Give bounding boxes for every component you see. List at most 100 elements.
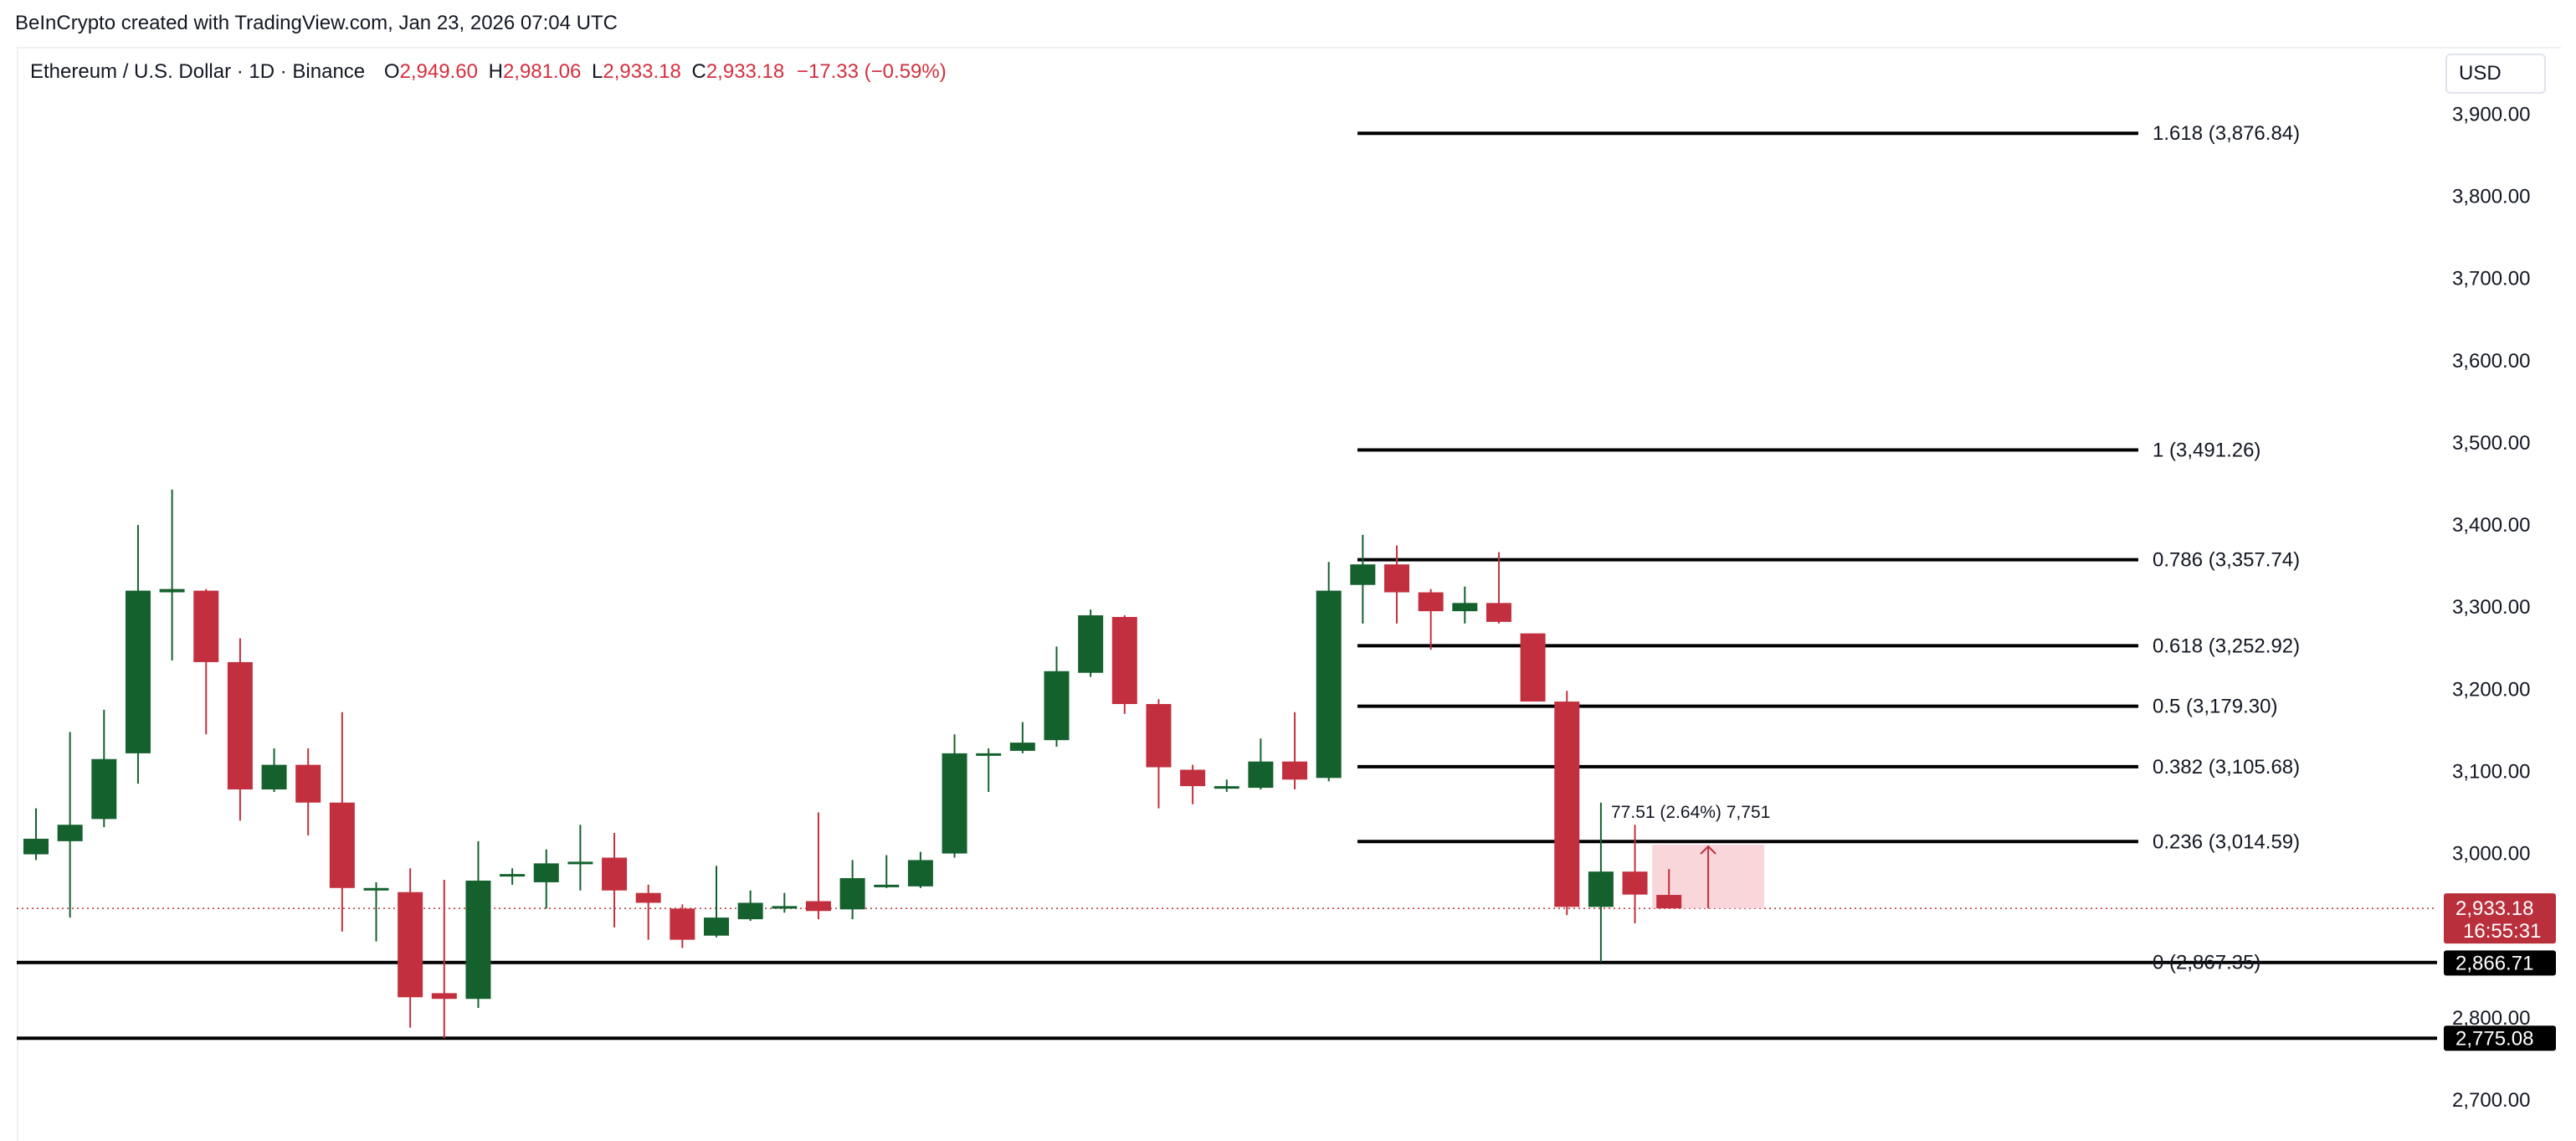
fib-label-1.618: 1.618 (3,876.84)	[2153, 122, 2300, 145]
candle	[670, 904, 695, 948]
low-value: 2,933.18	[603, 60, 681, 83]
candle	[1486, 552, 1511, 624]
candle	[602, 833, 628, 928]
candle	[1009, 722, 1035, 753]
candle	[839, 860, 865, 920]
y-tick-label: 3,900.00	[2452, 103, 2530, 126]
candle	[1622, 825, 1648, 923]
candle-body	[772, 906, 798, 909]
fib-label-0.382: 0.382 (3,105.68)	[2153, 756, 2300, 779]
chart-area[interactable]	[17, 47, 2561, 1141]
chart-credit: BeInCrypto created with TradingView.com,…	[15, 12, 618, 34]
candle	[125, 525, 151, 784]
measure-arrow-head	[1700, 845, 1716, 855]
candle	[1656, 869, 1682, 909]
candle	[398, 868, 423, 1028]
candle	[704, 866, 729, 938]
candle-body	[465, 880, 491, 1000]
open-value: 2,949.60	[399, 60, 478, 83]
candle-body	[363, 887, 389, 891]
candle	[1316, 562, 1342, 782]
level-price-tag-value: 2,775.08	[2455, 1027, 2533, 1050]
candle	[1248, 738, 1274, 790]
candle-body	[1146, 704, 1172, 768]
candle	[329, 712, 355, 932]
candle-body	[839, 878, 865, 910]
symbol-title: Ethereum / U.S. Dollar · 1D · Binance	[30, 60, 366, 83]
close-key: C	[691, 60, 706, 83]
candle	[874, 855, 900, 888]
candle	[1044, 646, 1070, 748]
candle	[91, 709, 117, 828]
y-tick-label: 3,700.00	[2452, 268, 2530, 290]
high-value: 2,981.06	[502, 60, 582, 83]
candle	[261, 748, 287, 792]
candle-body	[1622, 871, 1648, 895]
candle	[942, 734, 967, 858]
candle-body	[670, 908, 695, 940]
currency-button[interactable]: USD	[2445, 54, 2546, 94]
candle-body	[295, 764, 321, 803]
candle	[431, 879, 457, 1039]
candle-body	[1452, 603, 1478, 612]
y-tick-label: 3,500.00	[2452, 432, 2530, 455]
candle-body	[704, 917, 729, 936]
y-tick-label: 3,600.00	[2452, 350, 2530, 373]
candle-body	[1282, 761, 1308, 780]
fib-label-0.618: 0.618 (3,252.92)	[2153, 635, 2300, 657]
candle-body	[159, 588, 185, 593]
change-value: −17.33 (−0.59%)	[796, 60, 947, 83]
candle	[1111, 615, 1137, 714]
candle	[772, 892, 798, 913]
candle	[500, 868, 526, 885]
fib-label-0.236: 0.236 (3,014.59)	[2153, 830, 2300, 853]
candle-body	[1384, 564, 1409, 593]
candle-body	[1214, 786, 1239, 789]
candle-body	[1520, 633, 1546, 702]
fib-label-1: 1 (3,491.26)	[2153, 439, 2260, 462]
level-price-tag	[2444, 950, 2556, 976]
candle	[57, 732, 83, 918]
candle-body	[1044, 671, 1070, 741]
candle-body	[635, 892, 661, 903]
y-tick-label: 3,800.00	[2452, 186, 2530, 208]
candle	[1554, 691, 1580, 916]
candle	[295, 748, 321, 835]
candle	[907, 851, 933, 888]
candle-body	[567, 861, 593, 865]
low-key: L	[592, 60, 603, 83]
candle-body	[805, 901, 831, 912]
candle	[1146, 699, 1172, 809]
y-tick-label: 3,200.00	[2452, 678, 2530, 701]
reference-lines	[17, 907, 2437, 1041]
candle-body	[1009, 743, 1035, 751]
candle	[465, 840, 491, 1009]
fib-label-0: 0 (2,867.35)	[2153, 952, 2260, 974]
candle-body	[431, 993, 457, 1000]
candle-body	[193, 590, 219, 662]
candle-body	[907, 860, 933, 887]
level-price-tag-value: 2,866.71	[2455, 952, 2533, 974]
candle-body	[1418, 592, 1444, 612]
candlesticks	[23, 489, 1682, 1039]
price-axis: 3,900.00 3,800.00 3,700.00 3,600.00 3,500.00…	[2452, 103, 2530, 1111]
candle	[1452, 586, 1478, 624]
candle-body	[1588, 871, 1614, 907]
y-tick-label: 3,400.00	[2452, 514, 2530, 537]
level-price-tag	[2444, 1025, 2556, 1051]
candle-body	[398, 892, 423, 998]
candle	[533, 849, 559, 909]
measure-label: 77.51 (2.64%) 7,751	[1611, 803, 1770, 822]
candle-body	[1656, 895, 1682, 909]
y-tick-label: 3,100.00	[2452, 760, 2530, 783]
candle-body	[1248, 761, 1274, 789]
candle-body	[533, 863, 559, 882]
candle	[1078, 609, 1104, 677]
candle	[805, 812, 831, 920]
candle-body	[329, 802, 355, 888]
candle	[1520, 633, 1546, 702]
candle	[1214, 779, 1239, 792]
current-price-tag-countdown: 16:55:31	[2463, 920, 2541, 943]
